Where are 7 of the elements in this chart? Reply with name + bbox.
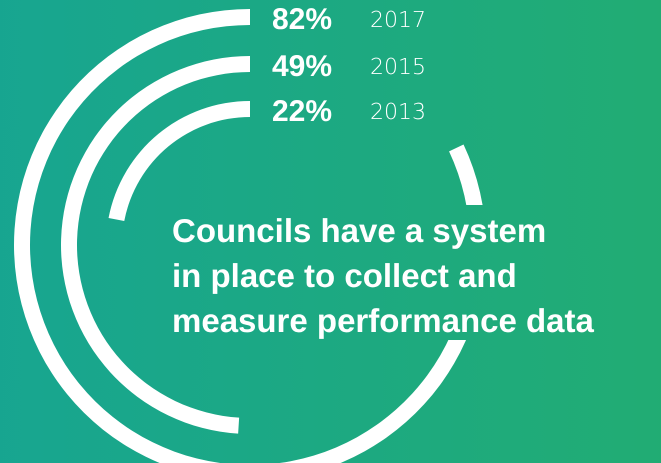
category-label: 2013 [370, 100, 426, 125]
data-label: 49% [272, 50, 332, 83]
data-label: 22% [272, 95, 332, 128]
category-label: 2017 [370, 8, 426, 33]
data-label: 82% [272, 3, 332, 36]
category-label: 2015 [370, 55, 426, 80]
text: Councils have a system in place to collect and measure performance data [172, 212, 594, 339]
